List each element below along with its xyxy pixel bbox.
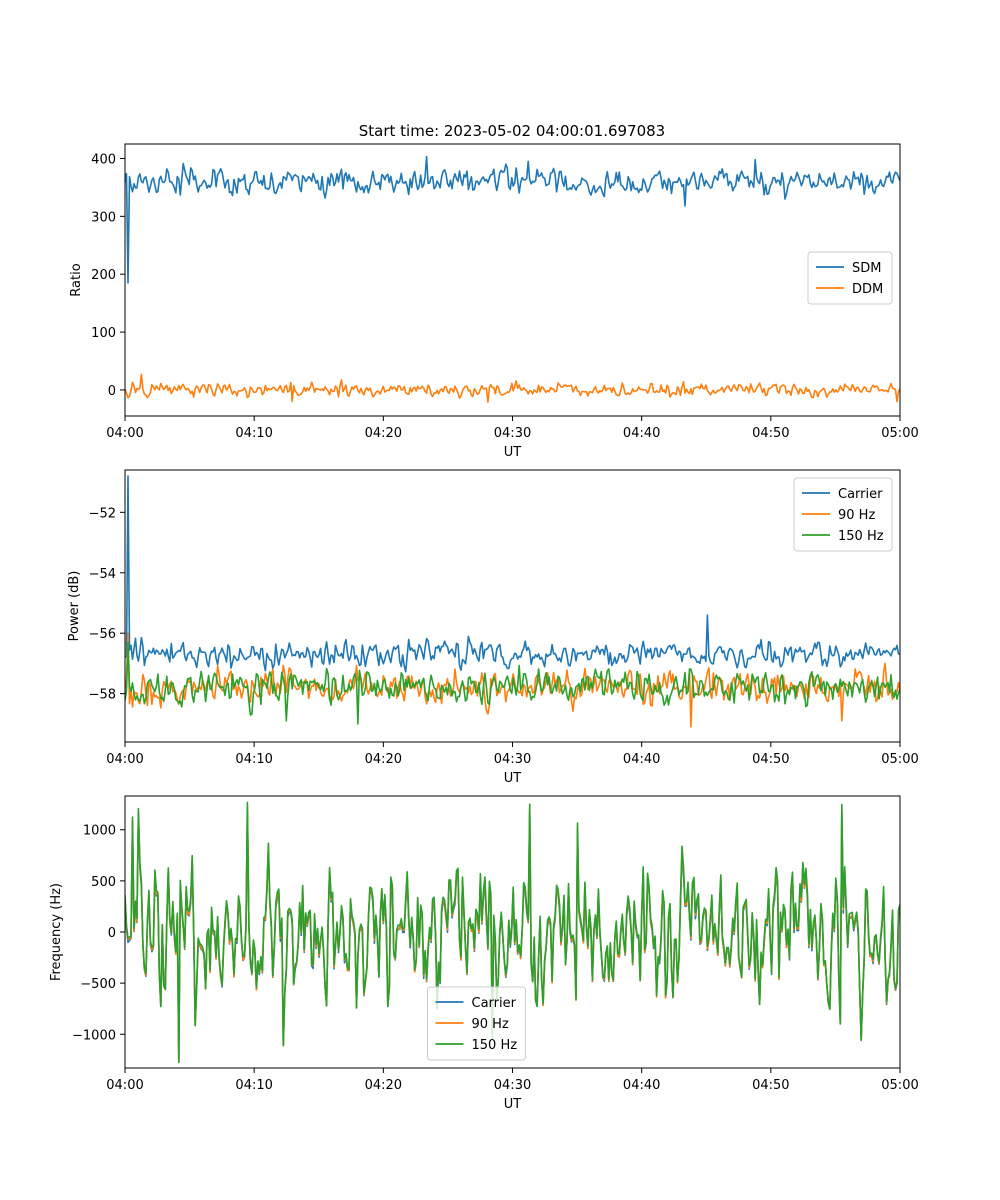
series-group: [125, 475, 900, 728]
legend-label: DDM: [852, 282, 883, 297]
legend-label: Carrier: [472, 996, 517, 1011]
y-tick-label: 0: [108, 384, 116, 399]
chart-panel-1: 04:00 04:10 04:20 04:30 04:40 04:50 05:00 400 30…: [69, 143, 919, 460]
chart-panel-2: 04:00 04:10 04:20 04:30 04:40 04:50 05:00 −52 −5…: [67, 469, 919, 786]
legend-label: 90 Hz: [838, 508, 875, 523]
x-axis-label: UT: [504, 771, 522, 786]
legend: SDM DDM: [807, 251, 893, 305]
x-tick-label: 04:40: [623, 1078, 660, 1093]
series-group: [125, 801, 900, 1064]
y-axis-label: Frequency (Hz): [49, 883, 64, 981]
legend-label: 150 Hz: [838, 529, 884, 544]
x-tick-label: 05:00: [881, 752, 918, 767]
x-axis-label: UT: [504, 445, 522, 460]
legend: Carrier 90 Hz 150 Hz: [793, 477, 893, 552]
y-tick-label: 400: [91, 152, 116, 167]
panels: 04:00 04:10 04:20 04:30 04:40 04:50 05:00 400 30…: [49, 143, 919, 1112]
x-tick-label: 04:00: [106, 426, 143, 441]
y-tick-label: 1000: [83, 824, 116, 839]
y-tick-label: −56: [89, 627, 116, 642]
x-tick-label: 04:00: [106, 1078, 143, 1093]
x-tick-label: 04:10: [235, 1078, 272, 1093]
legend-label: 150 Hz: [472, 1038, 518, 1053]
legend-box: [807, 251, 893, 305]
series-line-sdm: [125, 155, 900, 284]
y-tick-label: 200: [91, 268, 116, 283]
x-tick-label: 04:50: [752, 426, 789, 441]
series-line-150-hz: [125, 801, 900, 1064]
x-tick-label: 04:30: [494, 426, 531, 441]
y-tick-label: 100: [91, 326, 116, 341]
x-axis-label: UT: [504, 1097, 522, 1112]
series-line-150-hz: [125, 641, 900, 725]
y-tick-label: −1000: [72, 1028, 116, 1043]
legend-box: [427, 986, 526, 1061]
x-tick-label: 05:00: [881, 1078, 918, 1093]
y-tick-label: −58: [89, 688, 116, 703]
y-tick-label: −500: [80, 977, 116, 992]
x-tick-label: 04:30: [494, 1078, 531, 1093]
legend: Carrier 90 Hz 150 Hz: [427, 986, 526, 1061]
legend-label: SDM: [852, 261, 881, 276]
series-line-ddm: [125, 373, 900, 403]
x-tick-label: 04:10: [235, 426, 272, 441]
series-group: [125, 155, 900, 403]
x-tick-label: 04:20: [365, 752, 402, 767]
y-axis-label: Power (dB): [67, 571, 82, 642]
x-tick-label: 04:50: [752, 752, 789, 767]
y-tick-label: 300: [91, 210, 116, 225]
legend-label: Carrier: [838, 487, 883, 502]
x-tick-label: 04:20: [365, 1078, 402, 1093]
x-tick-label: 05:00: [881, 426, 918, 441]
figure-title: Start time: 2023-05-02 04:00:01.697083: [359, 122, 665, 140]
y-tick-label: −54: [89, 567, 116, 582]
x-tick-label: 04:30: [494, 752, 531, 767]
chart-panel-3: 04:00 04:10 04:20 04:30 04:40 04:50 05:00 1000 5…: [49, 795, 919, 1112]
x-tick-label: 04:50: [752, 1078, 789, 1093]
y-tick-label: 500: [91, 875, 116, 890]
y-tick-label: 0: [108, 926, 116, 941]
series-line-carrier: [125, 475, 900, 673]
legend-label: 90 Hz: [472, 1017, 509, 1032]
y-axis-label: Ratio: [69, 263, 84, 296]
x-tick-label: 04:40: [623, 752, 660, 767]
x-tick-label: 04:40: [623, 426, 660, 441]
y-tick-label: −52: [89, 506, 116, 521]
x-tick-label: 04:00: [106, 752, 143, 767]
x-tick-label: 04:10: [235, 752, 272, 767]
x-tick-label: 04:20: [365, 426, 402, 441]
legend-box: [793, 477, 893, 552]
